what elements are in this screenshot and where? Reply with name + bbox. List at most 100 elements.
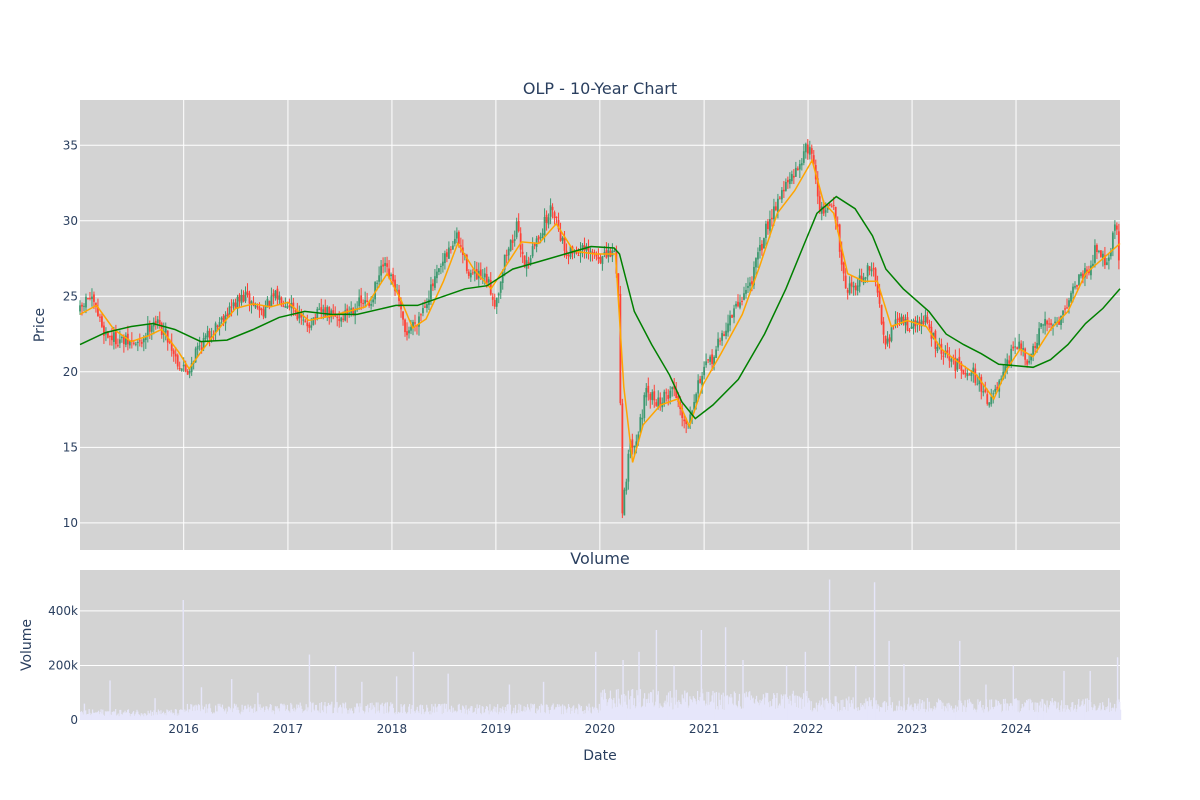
- volume-bar: [918, 710, 920, 720]
- volume-bar: [764, 697, 766, 720]
- volume-bar: [350, 710, 352, 720]
- volume-bar: [453, 712, 455, 720]
- volume-bar: [259, 704, 261, 720]
- volume-bar: [156, 712, 158, 720]
- volume-spike-bar: [622, 660, 624, 720]
- volume-bar: [358, 712, 360, 720]
- volume-spike-bar: [742, 660, 744, 720]
- volume-bar: [642, 705, 644, 720]
- volume-bar: [979, 700, 982, 720]
- candle-body: [990, 396, 993, 405]
- candle-body: [168, 341, 171, 343]
- volume-bar: [255, 712, 257, 720]
- candle-body: [725, 330, 727, 337]
- volume-bar: [933, 706, 935, 720]
- volume-bar: [354, 706, 356, 720]
- volume-bar: [273, 710, 275, 720]
- volume-bar: [606, 705, 608, 720]
- volume-bar: [976, 709, 978, 720]
- volume-bar: [969, 701, 971, 720]
- volume-bar: [692, 696, 694, 720]
- volume-bar: [931, 708, 933, 720]
- volume-bar: [928, 701, 930, 720]
- candle-body: [653, 391, 656, 401]
- candle-body: [1012, 346, 1015, 349]
- candle-body: [124, 335, 127, 345]
- volume-bar: [452, 707, 454, 720]
- volume-bar: [114, 712, 116, 720]
- volume-bar: [250, 705, 252, 720]
- volume-bar: [1035, 711, 1037, 720]
- volume-bar: [492, 708, 494, 720]
- volume-bar: [345, 708, 347, 720]
- candle-body: [109, 336, 111, 338]
- volume-bar: [502, 706, 504, 720]
- volume-bar: [532, 705, 535, 720]
- volume-bar: [252, 712, 254, 720]
- volume-bar: [743, 708, 745, 720]
- volume-bar: [779, 703, 781, 720]
- volume-bar: [708, 704, 711, 720]
- volume-bar: [285, 710, 287, 720]
- volume-bar: [986, 707, 988, 720]
- volume-bar: [774, 708, 776, 720]
- candle-body: [254, 304, 257, 308]
- volume-bar: [666, 695, 668, 720]
- candle-body: [970, 372, 973, 376]
- volume-bar: [800, 697, 802, 720]
- candle-body: [414, 322, 416, 324]
- volume-bar: [1099, 702, 1101, 720]
- volume-bar: [378, 710, 380, 720]
- volume-bar: [882, 702, 884, 720]
- candle-body: [380, 265, 382, 276]
- volume-bar: [716, 706, 718, 720]
- volume-bar: [491, 712, 494, 720]
- volume-bar: [732, 705, 735, 720]
- volume-bar: [973, 710, 975, 720]
- moving-average-slow: [79, 195, 1121, 420]
- volume-bar: [807, 702, 809, 720]
- volume-bar: [937, 698, 940, 720]
- volume-bar: [117, 713, 119, 720]
- volume-bar: [165, 715, 167, 720]
- volume-bar: [458, 703, 460, 720]
- candle-body: [800, 163, 803, 166]
- volume-bar: [316, 710, 318, 720]
- candle-body: [360, 295, 363, 304]
- volume-bar: [356, 703, 358, 720]
- candle-body: [384, 262, 386, 266]
- volume-bar: [179, 709, 182, 720]
- volume-bar: [1079, 706, 1082, 720]
- volume-bar: [431, 704, 433, 720]
- volume-bar: [649, 692, 652, 720]
- candle-body: [352, 308, 355, 314]
- volume-bar: [376, 711, 378, 720]
- volume-bar: [677, 707, 679, 720]
- volume-bar: [1021, 703, 1023, 720]
- volume-bar: [509, 704, 512, 720]
- volume-bar: [140, 713, 142, 720]
- volume-bar: [805, 696, 807, 720]
- candle-body: [659, 397, 662, 406]
- volume-bar: [608, 699, 610, 720]
- volume-bar: [188, 709, 190, 720]
- candle-body: [242, 294, 245, 302]
- candle-body: [376, 282, 379, 284]
- volume-bar: [1031, 703, 1033, 720]
- volume-bar: [242, 712, 244, 720]
- candle-body: [246, 291, 249, 295]
- volume-bar: [582, 711, 584, 720]
- volume-bar: [228, 706, 230, 720]
- volume-bar: [644, 706, 647, 720]
- volume-bar: [906, 709, 908, 720]
- candle-body: [111, 335, 113, 341]
- volume-y-axis-label: Volume: [19, 619, 35, 671]
- candle-body: [282, 305, 285, 307]
- volume-bar: [779, 705, 782, 720]
- volume-bar: [1072, 710, 1075, 720]
- volume-bar: [593, 707, 595, 720]
- volume-bar: [1118, 699, 1120, 720]
- volume-bar: [400, 704, 402, 720]
- volume-bar: [324, 702, 326, 720]
